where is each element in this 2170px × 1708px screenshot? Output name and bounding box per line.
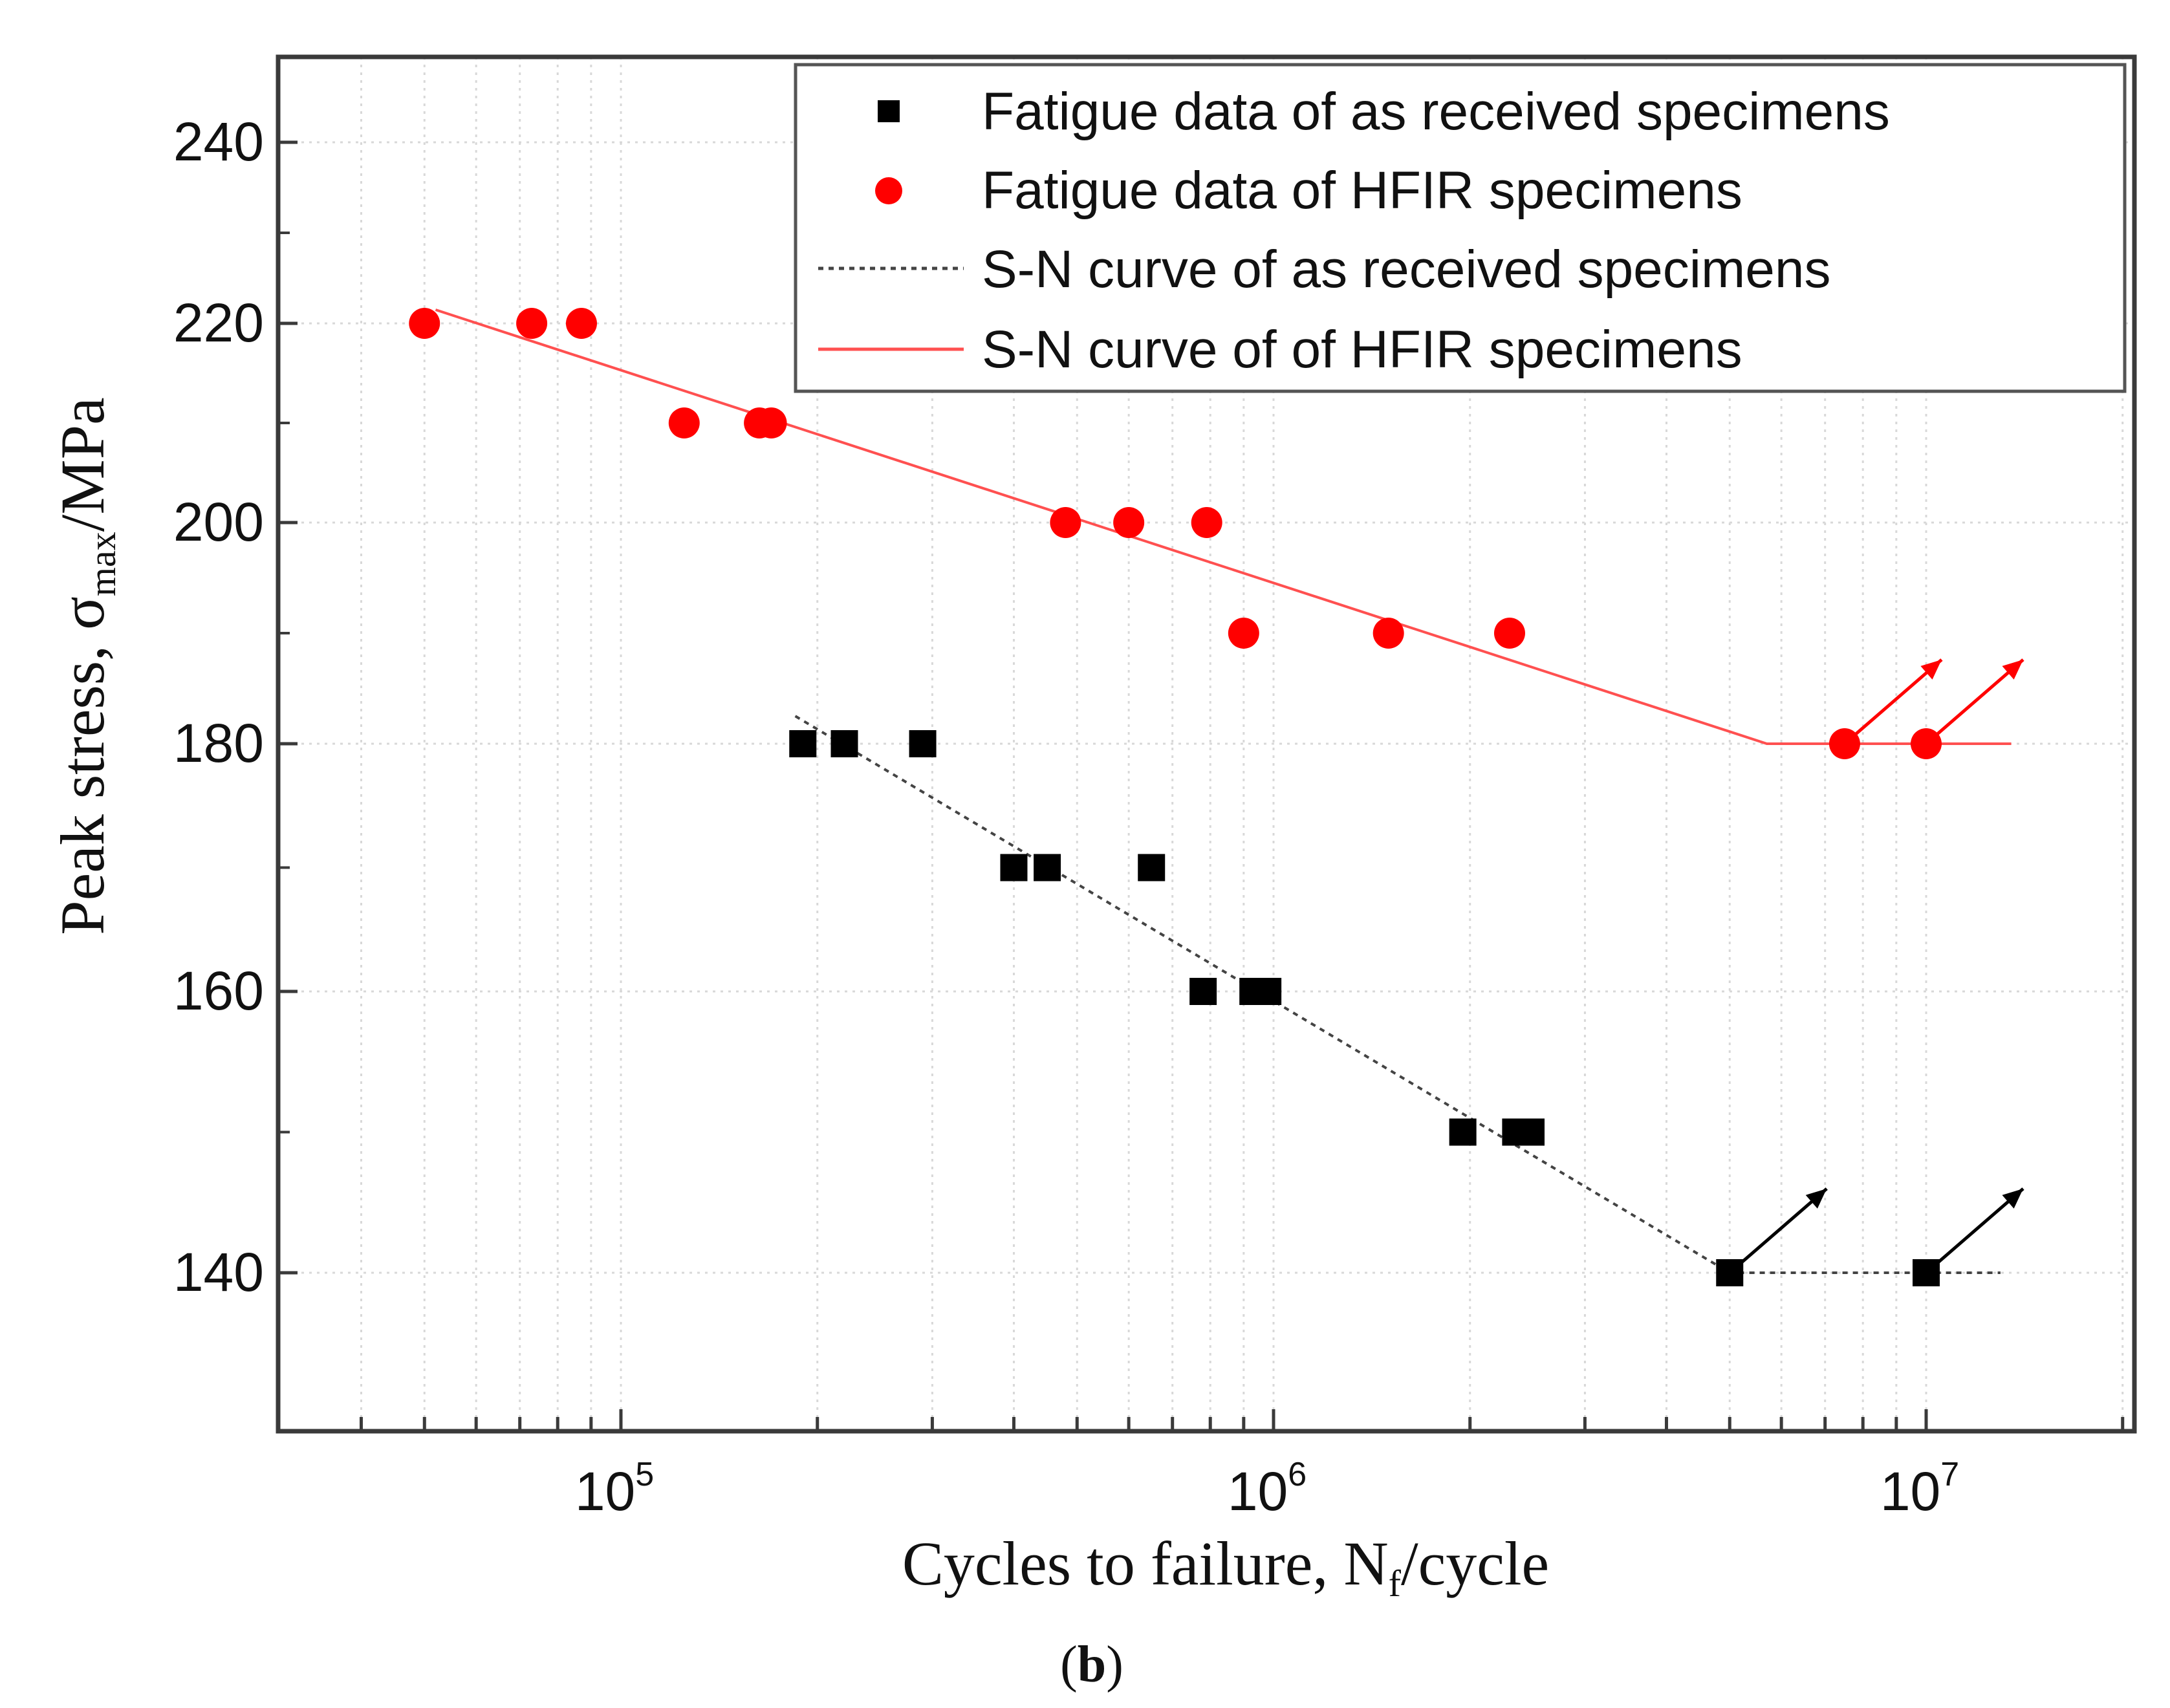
runout-arrows	[1728, 658, 2024, 1274]
runout-arrowhead	[2002, 660, 2023, 680]
data-point-as-received	[909, 730, 937, 757]
legend-label-hfir-curve: S-N curve of of HFIR specimens	[982, 320, 1742, 379]
data-point-hfir	[1911, 728, 1942, 759]
x-tick-label: 106	[1228, 1456, 1307, 1522]
y-tick-label: 200	[173, 492, 264, 552]
data-point-hfir	[755, 407, 787, 438]
runout-arrow	[1728, 1187, 1828, 1274]
legend-circle-marker-icon	[875, 177, 902, 204]
legend-box	[794, 63, 2127, 393]
curve-layer	[435, 308, 2012, 1274]
data-point-as-received	[1138, 854, 1166, 881]
data-point-hfir	[1493, 618, 1525, 649]
data-point-hfir	[409, 308, 440, 339]
data-point-as-received	[1034, 854, 1061, 881]
x-tick-labels: 105 106 107	[575, 1456, 1959, 1522]
y-axis-label: Peak stress, σmax/MPa	[48, 397, 124, 935]
runout-arrowhead	[1920, 660, 1942, 680]
data-point-as-received	[1449, 1118, 1477, 1146]
y-tick-label: 180	[173, 713, 264, 773]
data-point-hfir	[1373, 618, 1404, 649]
y-tick-label: 160	[173, 960, 264, 1021]
y-tick-labels: 140 160 180 200 220 240	[173, 111, 298, 1303]
data-point-hfir	[1228, 618, 1259, 649]
x-minor-ticks	[359, 1409, 2125, 1431]
legend-label-hfir-data: Fatigue data of HFIR specimens	[982, 161, 1742, 220]
figure-caption: (b)	[1060, 1636, 1123, 1693]
data-point-hfir	[1113, 507, 1145, 538]
runout-arrow	[1925, 658, 2024, 745]
data-point-as-received	[830, 730, 858, 757]
data-point-hfir	[1050, 507, 1081, 538]
legend: Fatigue data of as received specimens Fa…	[794, 63, 2127, 393]
y-tick-label: 240	[173, 111, 264, 172]
data-point-as-received	[1000, 854, 1028, 881]
x-axis-label: Cycles to failure, Nf/cycle	[902, 1529, 1549, 1605]
data-point-hfir	[1191, 507, 1222, 538]
x-tick-label: 107	[1880, 1456, 1959, 1522]
legend-label-as-received-data: Fatigue data of as received specimens	[982, 82, 1890, 141]
runout-arrow	[1925, 1187, 2024, 1274]
runout-arrowhead	[2002, 1189, 2023, 1209]
legend-label-as-received-curve: S-N curve of as received specimens	[982, 240, 1831, 299]
data-point-hfir	[1828, 728, 1860, 759]
y-tick-label: 140	[173, 1242, 264, 1303]
y-tick-label: 220	[173, 292, 264, 353]
data-point-as-received	[1913, 1259, 1940, 1286]
data-point-as-received	[789, 730, 817, 757]
data-markers	[409, 308, 1942, 1286]
data-point-as-received	[1254, 978, 1282, 1005]
runout-arrow	[1843, 658, 1943, 745]
sn-curve-as-received	[794, 715, 2001, 1274]
x-tick-label: 105	[575, 1456, 654, 1522]
data-point-as-received	[1189, 978, 1217, 1005]
data-point-hfir	[516, 308, 548, 339]
data-point-hfir	[565, 308, 597, 339]
data-point-as-received	[1716, 1259, 1744, 1286]
runout-arrowhead	[1805, 1189, 1827, 1209]
data-point-hfir	[668, 407, 700, 438]
legend-square-marker-icon	[878, 100, 900, 122]
data-point-as-received	[1517, 1118, 1545, 1146]
